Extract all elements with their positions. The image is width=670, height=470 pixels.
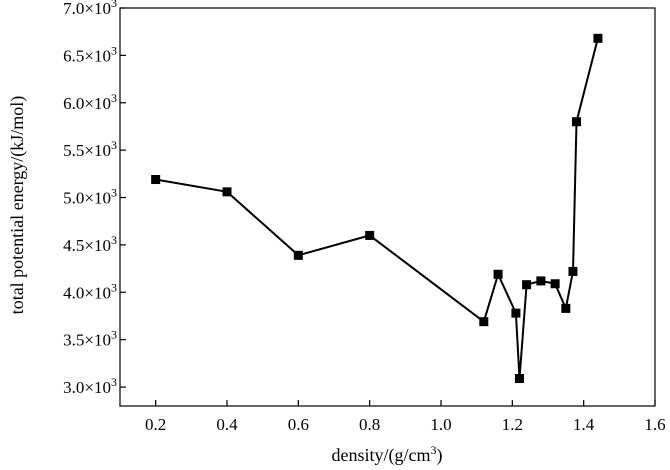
- x-axis-title-superscript: 3: [430, 443, 436, 457]
- x-tick-label: 1.0: [430, 415, 451, 434]
- data-point: [568, 266, 578, 276]
- y-tick-label: 4.0×103: [63, 280, 117, 302]
- data-point: [593, 33, 603, 43]
- data-point: [479, 317, 489, 327]
- y-axis-ticks: 3.0×1033.5×1034.0×1034.5×1035.0×1035.5×1…: [63, 0, 126, 397]
- x-tick-label: 1.6: [644, 415, 665, 434]
- data-point: [151, 175, 161, 185]
- y-tick-label: 5.5×103: [63, 138, 117, 160]
- y-tick-label: 3.5×103: [63, 328, 117, 350]
- x-axis-title-main: density/(g/cm: [332, 445, 431, 466]
- y-tick-label-main: 7.0×10: [63, 0, 111, 18]
- x-tick-label: 0.6: [288, 415, 309, 434]
- y-tick-label-exponent: 3: [111, 328, 117, 342]
- y-tick-label-exponent: 3: [111, 280, 117, 294]
- data-point: [511, 308, 521, 318]
- y-tick-label: 5.0×103: [63, 186, 117, 208]
- x-axis-title: density/(g/cm3): [332, 443, 443, 466]
- x-tick-label: 0.4: [216, 415, 238, 434]
- y-tick-label-main: 5.5×10: [63, 141, 111, 160]
- y-tick-label-main: 4.0×10: [63, 283, 111, 302]
- y-tick-label-main: 5.0×10: [63, 189, 111, 208]
- data-point: [493, 269, 503, 279]
- x-axis-ticks: 0.2 0.4 0.6 0.8 1.0 1.2 1.4 1.6: [145, 400, 666, 434]
- y-tick-label-exponent: 3: [111, 233, 117, 247]
- y-tick-label: 6.0×103: [63, 91, 117, 113]
- y-tick-label: 3.0×103: [63, 375, 117, 397]
- data-point: [222, 187, 232, 197]
- y-tick-label: 4.5×103: [63, 233, 117, 255]
- y-axis-title: total potential energy/(kJ/mol): [7, 96, 28, 315]
- data-point: [561, 303, 571, 313]
- data-point: [572, 117, 582, 127]
- series-layer: [151, 33, 603, 384]
- plot-frame: [119, 7, 656, 407]
- y-tick-label-main: 3.5×10: [63, 331, 111, 350]
- x-tick-label: 1.2: [502, 415, 523, 434]
- y-tick-label: 7.0×103: [63, 0, 117, 18]
- x-tick-label: 0.8: [359, 415, 380, 434]
- y-tick-label-exponent: 3: [111, 43, 117, 57]
- y-tick-label-exponent: 3: [111, 138, 117, 152]
- y-tick-label-main: 4.5×10: [63, 236, 111, 255]
- data-point: [365, 230, 375, 240]
- x-tick-label: 1.4: [573, 415, 595, 434]
- y-tick-label-main: 6.5×10: [63, 46, 111, 65]
- y-tick-label-main: 3.0×10: [63, 378, 111, 397]
- y-tick-label-main: 6.0×10: [63, 94, 111, 113]
- data-point: [514, 374, 524, 384]
- data-point: [522, 280, 532, 290]
- y-tick-label-exponent: 3: [111, 186, 117, 200]
- data-point: [550, 279, 560, 289]
- x-axis-title-suffix: ): [436, 445, 442, 466]
- data-point: [536, 276, 546, 286]
- y-tick-label-exponent: 3: [111, 91, 117, 105]
- series-line: [155, 38, 599, 379]
- x-tick-label: 0.2: [145, 415, 166, 434]
- data-point: [293, 250, 303, 260]
- y-tick-label-exponent: 3: [111, 375, 117, 389]
- y-tick-label-exponent: 3: [111, 0, 117, 10]
- y-tick-label: 6.5×103: [63, 43, 117, 65]
